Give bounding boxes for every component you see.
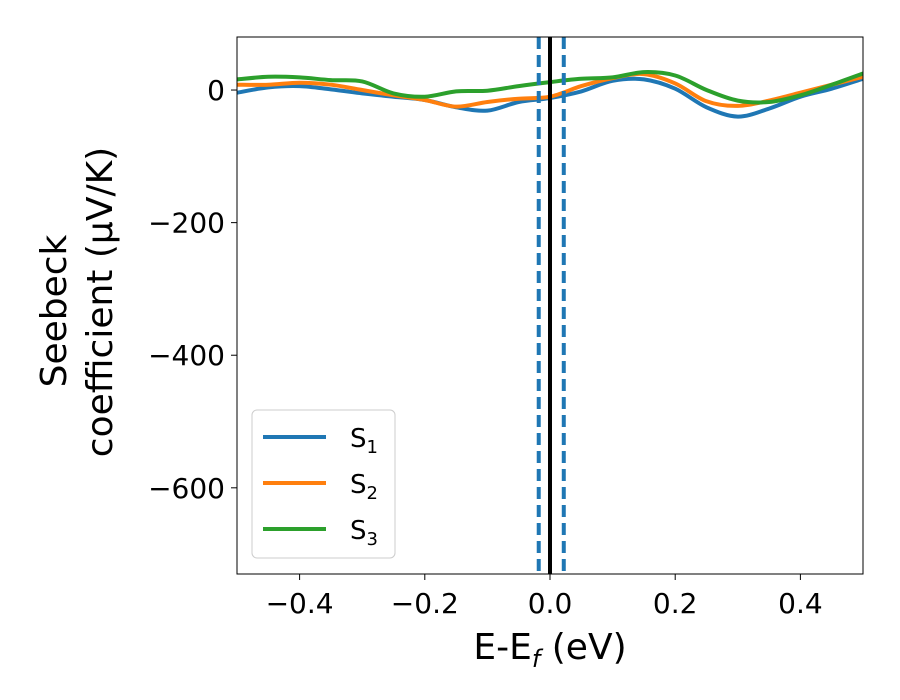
x-tick-label: −0.2 xyxy=(391,587,459,620)
y-tick-label: −400 xyxy=(148,339,225,372)
x-tick-label: −0.4 xyxy=(266,587,334,620)
x-tick-label: 0.4 xyxy=(778,587,823,620)
legend-label-s1: S1 xyxy=(350,424,378,458)
x-axis-title-main: E-E xyxy=(473,627,531,668)
x-tick-label: 0.2 xyxy=(653,587,698,620)
y-axis: 0 −200 −400 −600 xyxy=(148,74,237,505)
y-tick-label: −200 xyxy=(148,207,225,240)
y-axis-title-line1: Seebeck xyxy=(34,234,75,387)
x-axis-title-unit: (eV) xyxy=(540,627,626,668)
legend: S1 S2 S3 xyxy=(251,409,396,559)
x-tick-label: 0.0 xyxy=(528,587,573,620)
x-axis-title: E-Ef (eV) xyxy=(473,627,626,673)
y-axis-title-line2: coefficient (μV/K) xyxy=(80,147,121,457)
legend-label-s3: S3 xyxy=(350,516,378,550)
y-tick-label: −600 xyxy=(148,472,225,505)
y-tick-label: 0 xyxy=(207,74,225,107)
legend-label-s2: S2 xyxy=(350,470,378,504)
plot-lines xyxy=(237,37,863,574)
x-axis: −0.4 −0.2 0.0 0.2 0.4 xyxy=(266,574,823,620)
